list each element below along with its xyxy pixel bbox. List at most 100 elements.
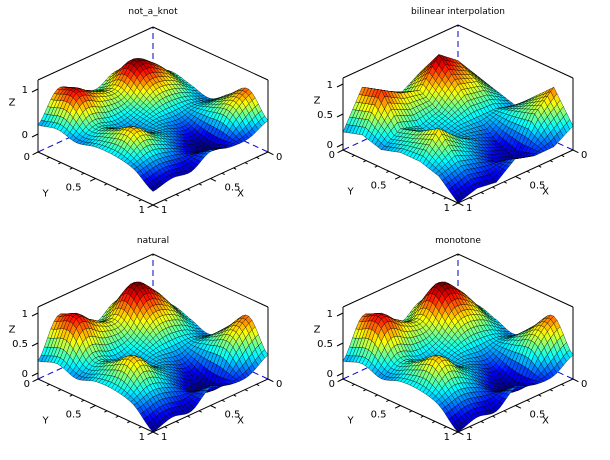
z-axis-tick	[31, 88, 39, 93]
box-edge	[152, 253, 269, 308]
box-edge	[37, 26, 154, 81]
y-axis-tick	[104, 410, 108, 413]
z-tick-label: 0	[327, 140, 333, 151]
y-tick-label: 0	[24, 152, 30, 163]
x-axis-tick	[152, 204, 159, 209]
y-axis-tick	[58, 162, 62, 165]
subplot-title: bilinear interpolation	[411, 7, 505, 17]
x-axis-tick	[221, 172, 225, 175]
x-axis-tick	[175, 193, 179, 197]
z-axis-tick	[31, 372, 39, 377]
z-axis-tick	[31, 133, 39, 138]
x-axis-tick	[572, 149, 579, 154]
y-axis-tick	[386, 170, 390, 173]
y-axis-tick	[452, 202, 459, 207]
y-axis-tick	[69, 167, 73, 170]
x-axis-tick	[187, 188, 191, 191]
y-axis-tick	[363, 160, 367, 163]
y-tick-label: 0	[329, 150, 335, 161]
z-axis-tick	[336, 113, 344, 118]
x-axis-tick	[267, 378, 274, 383]
y-axis-tick	[58, 389, 62, 392]
z-tick-label: 0.5	[317, 110, 333, 121]
y-axis-tick	[443, 197, 447, 200]
x-axis-label: X	[237, 416, 244, 427]
z-tick-label: 0	[22, 130, 28, 141]
y-axis-tick	[351, 154, 355, 158]
y-axis-tick	[69, 394, 73, 397]
box-edge	[342, 24, 459, 79]
box-edge	[152, 26, 269, 81]
x-tick-label: 0	[276, 379, 282, 390]
x-tick-label: 0	[581, 150, 587, 161]
y-axis-tick	[337, 149, 344, 154]
x-axis-tick	[256, 156, 260, 160]
x-axis-tick	[198, 183, 202, 186]
y-axis-tick	[89, 178, 96, 182]
x-axis-label: X	[542, 187, 549, 198]
z-tick-label: 1	[327, 80, 333, 91]
y-tick-label: 1	[444, 203, 450, 214]
box-edge	[457, 24, 574, 79]
z-tick-label: 1	[22, 85, 28, 96]
x-axis-tick	[198, 410, 202, 413]
x-axis-tick	[244, 162, 248, 165]
x-axis-tick	[164, 199, 168, 202]
x-axis-tick	[233, 394, 237, 397]
x-axis-tick	[561, 154, 565, 158]
z-axis-label: Z	[9, 98, 16, 109]
x-tick-label: 0.5	[225, 183, 241, 194]
x-axis-tick	[152, 431, 159, 436]
x-axis-label: X	[237, 189, 244, 200]
x-tick-label: 1	[161, 205, 167, 216]
y-axis-tick	[138, 426, 142, 429]
x-axis-tick	[210, 178, 217, 182]
z-tick-label: 1	[22, 309, 28, 320]
x-axis-tick	[515, 176, 522, 180]
x-axis-tick	[492, 186, 496, 189]
y-axis-label: Y	[346, 187, 354, 198]
y-axis-tick	[394, 176, 401, 180]
y-axis-tick	[32, 378, 39, 383]
x-axis-tick	[210, 405, 217, 409]
x-axis-tick	[480, 191, 484, 195]
x-axis-tick	[457, 202, 464, 207]
y-axis-tick	[46, 383, 50, 387]
y-axis-tick	[115, 188, 119, 191]
z-axis-tick	[336, 83, 344, 88]
y-axis-tick	[81, 399, 85, 402]
y-axis-tick	[127, 420, 131, 424]
y-axis-tick	[32, 151, 39, 156]
surface	[342, 54, 574, 204]
z-axis-tick	[31, 312, 39, 317]
y-tick-label: 1	[139, 205, 145, 216]
y-axis-label: Y	[41, 189, 49, 200]
x-axis-tick	[538, 165, 542, 168]
z-axis-tick	[336, 143, 344, 148]
y-axis-tick	[89, 405, 96, 409]
y-axis-tick	[374, 165, 378, 168]
x-tick-label: 1	[161, 432, 167, 443]
y-axis-tick	[432, 191, 436, 195]
x-tick-label: 0	[276, 152, 282, 163]
y-tick-label: 0	[24, 379, 30, 390]
subplot-title: monotone	[435, 236, 481, 246]
y-axis-tick	[81, 172, 85, 175]
y-axis-tick	[115, 415, 119, 418]
x-axis-tick	[549, 160, 553, 163]
x-axis-tick	[469, 197, 473, 200]
y-tick-label: 1	[139, 432, 145, 443]
y-axis-tick	[147, 204, 154, 209]
x-axis-tick	[233, 167, 237, 170]
y-axis-tick	[46, 156, 50, 160]
x-axis-tick	[164, 426, 168, 429]
y-axis-tick	[138, 199, 142, 202]
y-tick-label: 0.5	[66, 410, 82, 421]
x-axis-tick	[244, 389, 248, 392]
y-tick-label: 0.5	[371, 181, 387, 192]
